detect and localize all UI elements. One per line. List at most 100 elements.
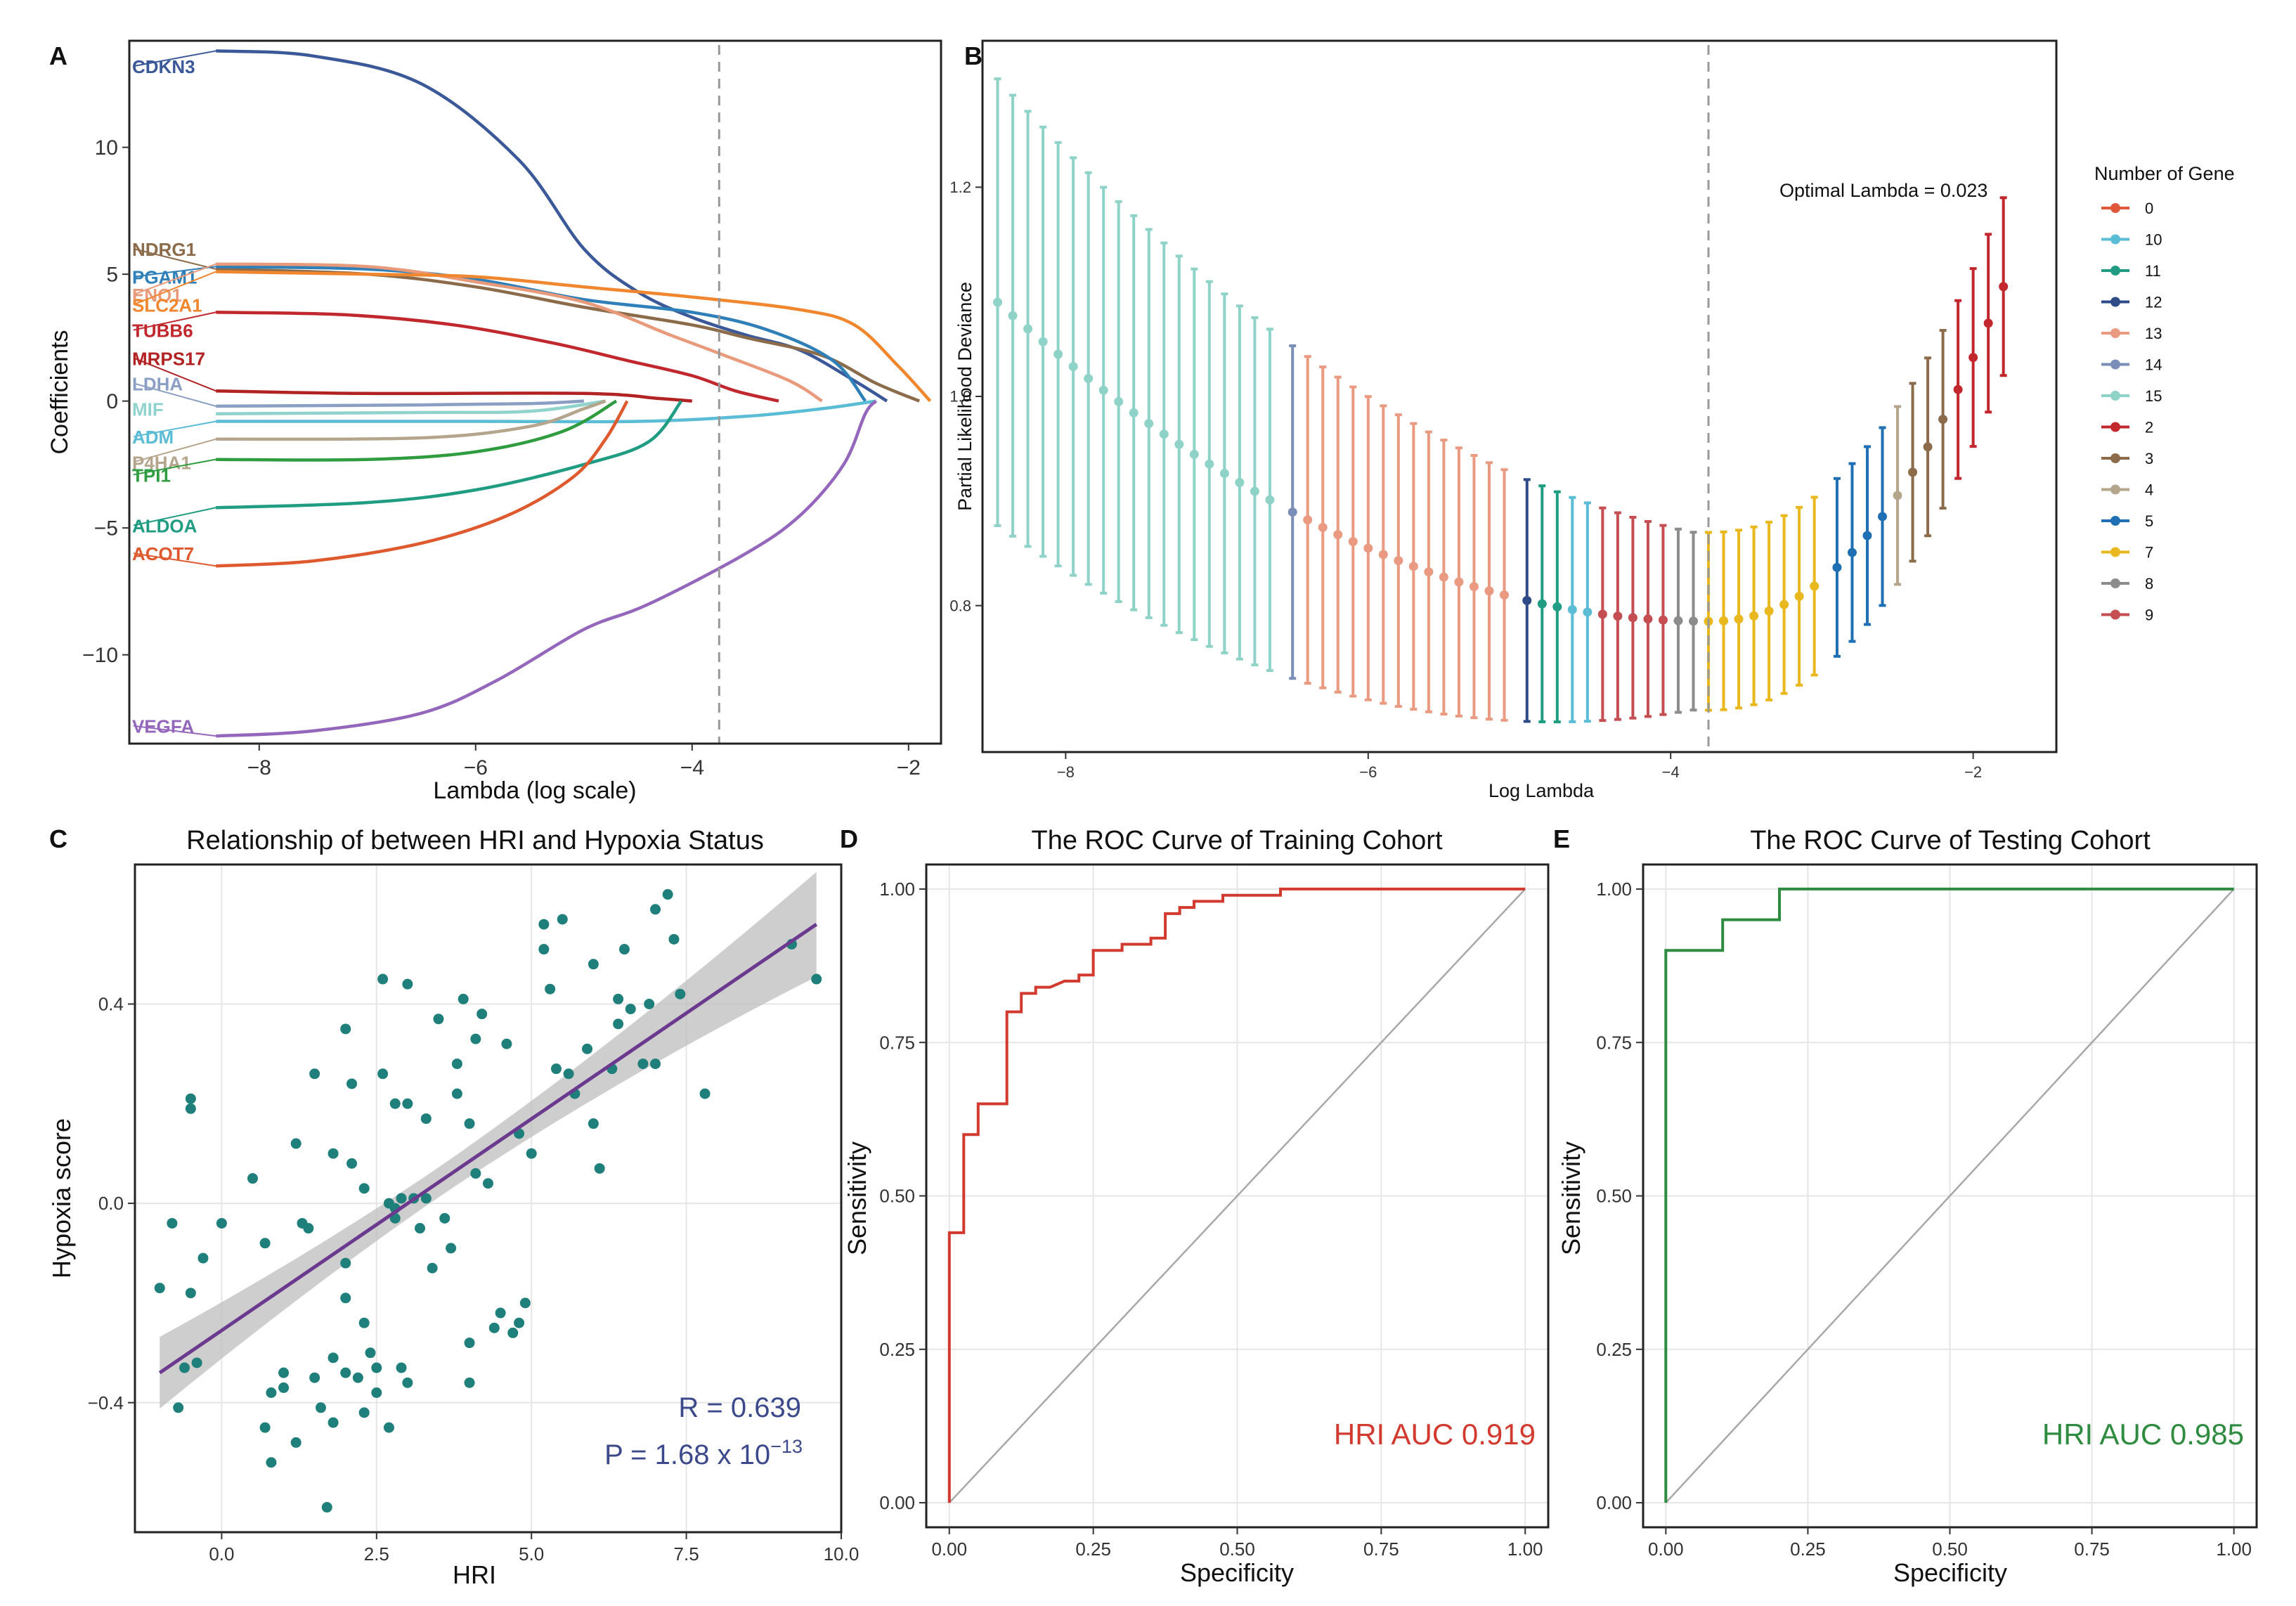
cv-error-bar-group-5: [1847, 462, 1857, 643]
sample-point: [396, 1193, 407, 1204]
legend-entry-9: 9: [2101, 607, 2153, 624]
cv-error-bar-group-15: [1008, 93, 1018, 538]
sample-point: [327, 1148, 339, 1159]
cv-error-bar-group-7: [1719, 530, 1729, 711]
deviance-point: [1348, 536, 1358, 546]
legend-entry-11: 11: [2101, 262, 2161, 280]
deviance-point: [1862, 531, 1872, 540]
sample-point: [650, 1058, 661, 1070]
gene-label-tubb6: TUBB6: [132, 320, 193, 342]
reference-diagonal: [1665, 888, 2235, 1503]
legend-label: 11: [2145, 262, 2161, 280]
gene-label-mrps17: MRPS17: [132, 348, 205, 369]
x-tick-label: 5.0: [519, 1543, 544, 1565]
panel-e-auc-label: HRI AUC 0.985: [2042, 1418, 2244, 1451]
cv-error-bar-group-15: [1098, 186, 1108, 595]
sample-point: [266, 1457, 277, 1468]
cv-error-bar-group-3: [1938, 329, 1948, 510]
deviance-point: [1673, 616, 1683, 626]
deviance-point: [1318, 522, 1328, 532]
panel-b-cv-error-bars: [993, 77, 2009, 724]
label-leader-adm: [133, 420, 216, 438]
deviance-point: [1499, 590, 1509, 600]
sample-point: [327, 1352, 339, 1364]
roc-curve: [1664, 887, 2234, 1503]
sample-point: [346, 1158, 358, 1169]
cv-error-bar-group-3: [1908, 382, 1918, 563]
cv-error-bar-group-7: [1779, 514, 1789, 695]
x-tick-label: −8: [1057, 763, 1075, 781]
deviance-point: [1174, 439, 1184, 449]
sample-point: [377, 1068, 389, 1080]
sample-point: [173, 1402, 184, 1413]
x-tick-label: 0.50: [1219, 1539, 1255, 1560]
sample-point: [488, 1322, 500, 1333]
deviance-point: [1084, 374, 1094, 384]
deviance-point: [1628, 613, 1637, 623]
sample-point: [167, 1217, 178, 1229]
gene-label-adm: ADM: [132, 427, 174, 448]
cv-error-bar-group-7: [1764, 520, 1774, 701]
coef-path-ndrg1: [216, 267, 921, 403]
coef-path-tubb6: [216, 311, 779, 403]
sample-point: [675, 988, 686, 999]
sample-point: [618, 944, 630, 955]
deviance-point: [1288, 507, 1297, 517]
panel-e-axis-ticks: 0.00 0.25 0.50 0.75 1.00 0.00 0.25 0.50 0.75 1.00: [1596, 879, 2252, 1560]
sample-point: [464, 1377, 475, 1388]
deviance-point: [1219, 469, 1229, 479]
deviance-point: [993, 297, 1003, 307]
cv-error-bar-group-14: [1288, 344, 1297, 680]
panel-e-title: The ROC Curve of Testing Cohort: [1750, 826, 2151, 855]
x-tick-label: 0.25: [1075, 1539, 1111, 1560]
coef-path-pgam1: [216, 265, 867, 403]
panel-e: E The ROC Curve of Testing Cohort 0.00 0.…: [1553, 824, 2258, 1587]
sample-point: [216, 1217, 227, 1229]
sample-point: [420, 1113, 432, 1125]
deviance-point: [1189, 449, 1199, 459]
sample-point: [371, 1362, 382, 1373]
panel-a-axis-ticks: −8 −6 −4 −2 10 5 0 −5 −10: [82, 136, 921, 779]
sample-point: [550, 1063, 562, 1075]
cv-error-bar-group-10: [1583, 501, 1593, 723]
legend-swatch-dot: [2110, 547, 2120, 557]
legend-entry-4: 4: [2101, 481, 2153, 499]
deviance-point: [1764, 606, 1774, 616]
y-tick-label: 0.50: [879, 1186, 915, 1207]
deviance-point: [1749, 611, 1759, 621]
legend-entry-10: 10: [2101, 231, 2162, 249]
cv-error-bar-group-2: [1969, 267, 1978, 448]
sample-point: [340, 1293, 351, 1304]
cv-error-bar-group-8: [1673, 527, 1683, 714]
deviance-point: [1333, 530, 1343, 540]
legend-entry-0: 0: [2101, 200, 2153, 217]
deviance-point: [1878, 512, 1888, 522]
cv-error-bar-group-5: [1862, 445, 1872, 626]
deviance-point: [1832, 562, 1842, 572]
panel-a: A CDKN3NDRG1PGAM1ENO1SLC2A1TUBB6MRPS17LD…: [46, 39, 942, 804]
coef-path-cdkn3: [216, 49, 888, 403]
deviance-point: [1908, 467, 1918, 477]
sample-point: [451, 1058, 462, 1070]
x-tick-label: 0.00: [931, 1539, 967, 1560]
deviance-point: [1205, 459, 1214, 469]
x-tick-label: −4: [1662, 763, 1680, 781]
x-tick-label: 0.75: [1363, 1539, 1399, 1560]
roc-curve: [947, 887, 1526, 1503]
sample-point: [464, 1338, 475, 1349]
label-leader-mrps17: [133, 357, 216, 392]
panel-c-p-value-exponent: −13: [770, 1436, 803, 1457]
sample-point: [470, 1168, 481, 1179]
legend-swatch-dot: [2110, 328, 2120, 338]
sample-point: [588, 1118, 599, 1129]
sample-point: [538, 944, 550, 955]
legend-entry-3: 3: [2101, 450, 2153, 467]
legend-entry-14: 14: [2101, 356, 2162, 374]
label-leader-eno1: [133, 263, 216, 295]
legend-label: 0: [2145, 200, 2153, 217]
x-tick-label: 0.50: [1932, 1539, 1968, 1560]
cv-error-bar-group-13: [1424, 430, 1434, 713]
label-leader-aldoa: [133, 507, 216, 526]
panel-c-frame: [134, 863, 843, 1534]
sample-point: [340, 1023, 351, 1035]
